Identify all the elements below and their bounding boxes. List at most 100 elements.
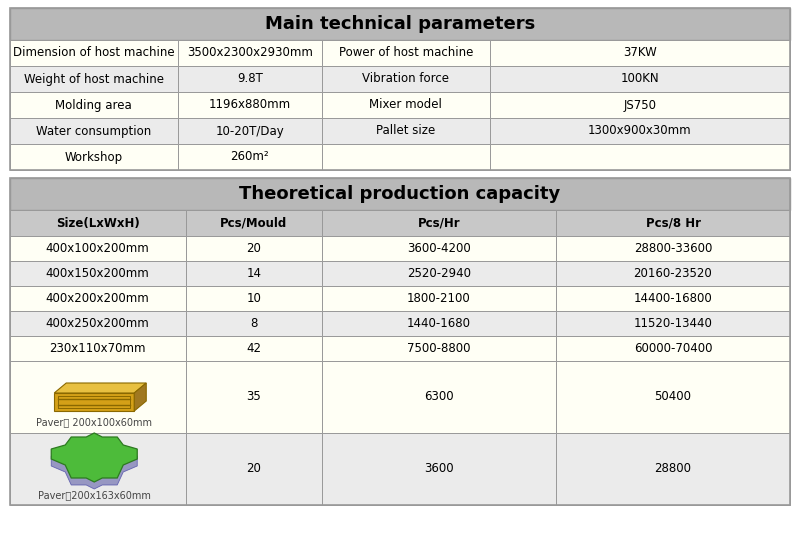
Bar [10,178,790,505]
Text: 3600-4200: 3600-4200 [407,242,471,255]
Bar [556,433,790,505]
Text: 260m²: 260m² [230,150,269,164]
Bar [186,311,322,336]
Text: 20: 20 [246,242,261,255]
Bar [10,118,178,144]
Text: Paver： 200x100x60mm: Paver： 200x100x60mm [36,417,152,427]
Polygon shape [51,440,138,489]
Bar [556,286,790,311]
Bar [322,433,556,505]
Text: Main technical parameters: Main technical parameters [265,15,535,33]
Text: Pcs/Hr: Pcs/Hr [418,217,460,229]
Text: 3500x2300x2930mm: 3500x2300x2930mm [187,46,313,60]
Text: 20160-23520: 20160-23520 [634,267,712,280]
Bar [322,92,490,118]
Bar [322,286,556,311]
Text: 400x100x200mm: 400x100x200mm [46,242,150,255]
Bar [178,144,322,170]
Text: 100KN: 100KN [621,72,659,86]
Bar [322,118,490,144]
Bar [178,40,322,66]
Bar [10,261,186,286]
Text: Power of host machine: Power of host machine [338,46,473,60]
Bar [10,92,178,118]
Bar [10,286,186,311]
Bar [556,311,790,336]
Text: Dimension of host machine: Dimension of host machine [13,46,174,60]
Polygon shape [54,393,134,411]
Bar [186,236,322,261]
Text: Pcs/Mould: Pcs/Mould [220,217,287,229]
Text: 10: 10 [246,292,261,305]
Text: 1300x900x30mm: 1300x900x30mm [588,124,692,138]
Text: Theoretical production capacity: Theoretical production capacity [239,185,561,203]
Bar [10,144,178,170]
Bar [186,336,322,361]
Text: 3600: 3600 [424,462,454,476]
Bar [322,336,556,361]
Bar [556,261,790,286]
Text: 28800: 28800 [654,462,691,476]
Bar [10,178,790,210]
Polygon shape [51,433,138,482]
Text: Size(LxWxH): Size(LxWxH) [56,217,140,229]
Polygon shape [134,383,146,411]
Bar [490,66,790,92]
Bar [186,261,322,286]
Text: 1440-1680: 1440-1680 [407,317,471,330]
Text: Pallet size: Pallet size [376,124,435,138]
Bar [490,92,790,118]
Text: Molding area: Molding area [55,98,132,112]
Bar [10,336,186,361]
Bar [556,361,790,433]
Text: 1196x880mm: 1196x880mm [209,98,291,112]
Text: 28800-33600: 28800-33600 [634,242,712,255]
Bar [178,92,322,118]
Bar [10,210,186,236]
Text: 10-20T/Day: 10-20T/Day [215,124,284,138]
Text: Mixer model: Mixer model [370,98,442,112]
Bar [490,118,790,144]
Text: 6300: 6300 [424,390,454,404]
Text: 60000-70400: 60000-70400 [634,342,712,355]
Bar [556,336,790,361]
Text: 230x110x70mm: 230x110x70mm [50,342,146,355]
Bar [178,118,322,144]
Bar [186,210,322,236]
Text: 50400: 50400 [654,390,691,404]
Text: JS750: JS750 [623,98,656,112]
Bar [322,40,490,66]
Text: 42: 42 [246,342,262,355]
Text: 9.8T: 9.8T [237,72,262,86]
Polygon shape [54,383,146,393]
Bar [10,433,186,505]
Bar [186,361,322,433]
Text: 8: 8 [250,317,258,330]
Bar [186,286,322,311]
Bar [10,311,186,336]
Bar [556,210,790,236]
Bar [556,236,790,261]
Text: 14400-16800: 14400-16800 [634,292,712,305]
Bar [322,66,490,92]
Bar [322,311,556,336]
Text: Paver：200x163x60mm: Paver：200x163x60mm [38,490,150,500]
Text: Weight of host machine: Weight of host machine [24,72,164,86]
Bar [10,236,186,261]
Bar [322,144,490,170]
Bar [322,361,556,433]
Text: 7500-8800: 7500-8800 [407,342,470,355]
Text: 37KW: 37KW [623,46,657,60]
Bar [322,210,556,236]
Bar [10,66,178,92]
Bar [490,144,790,170]
Bar [10,8,790,170]
Text: 1800-2100: 1800-2100 [407,292,471,305]
Text: 20: 20 [246,462,261,476]
Bar [490,40,790,66]
Bar [10,361,186,433]
Text: 400x200x200mm: 400x200x200mm [46,292,150,305]
Text: 400x250x200mm: 400x250x200mm [46,317,150,330]
Text: 14: 14 [246,267,262,280]
Text: 11520-13440: 11520-13440 [634,317,713,330]
